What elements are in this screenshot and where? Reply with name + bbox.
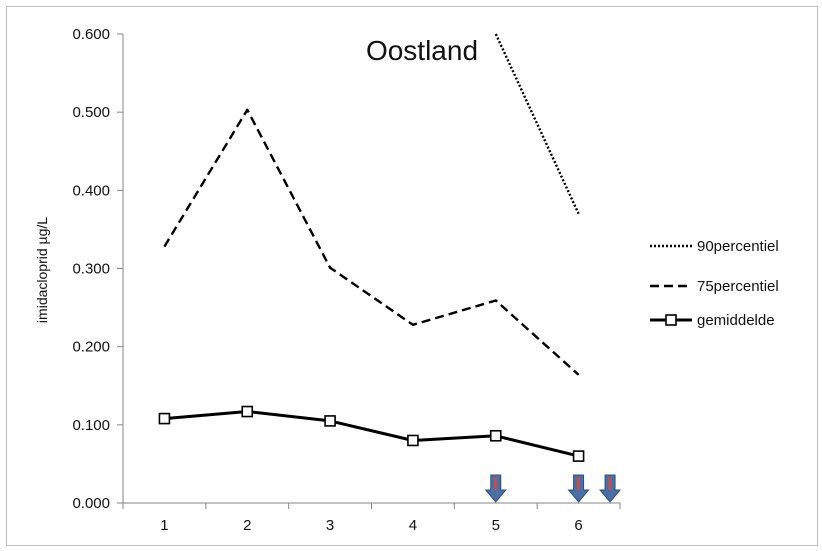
y-tick-label: 0.100 [72, 417, 110, 434]
x-tick-label: 5 [492, 517, 500, 534]
data-point [324, 415, 336, 427]
x-tick-label: 2 [243, 517, 251, 534]
series-line-90percentiel [494, 33, 580, 215]
legend-item-90percentiel: 90percentiel [650, 238, 779, 255]
arrow-accent [494, 477, 498, 490]
arrow-accent [608, 477, 612, 490]
legend-item-gemiddelde: gemiddelde [650, 312, 775, 329]
y-tick-label: 0.400 [72, 182, 110, 199]
data-point [158, 412, 171, 425]
data-point [241, 405, 254, 418]
data-point [572, 450, 585, 462]
chart-title: Oostland [366, 35, 478, 66]
down-arrow-icon [567, 474, 590, 503]
series-line-gemiddelde [164, 410, 579, 458]
y-tick-label: 0.200 [72, 339, 110, 356]
down-arrow-icon [598, 474, 622, 503]
legend-marker [665, 314, 677, 326]
legend-label: 75percentiel [697, 278, 779, 295]
arrow-accent [577, 477, 581, 490]
legend-label: 90percentiel [697, 238, 779, 255]
annotation-layer [484, 474, 622, 503]
series-line-75percentiel [163, 108, 580, 376]
data-point [489, 429, 502, 442]
series-layer [158, 33, 585, 462]
y-tick-label: 0.300 [72, 261, 110, 278]
down-arrow-icon [484, 474, 507, 503]
y-axis-label: imidacloprid µg/L [34, 217, 50, 323]
legend-label: gemiddelde [697, 312, 775, 329]
legend: 90percentiel 75percentiel gemiddelde [650, 238, 779, 329]
chart-frame [6, 6, 818, 546]
x-tick-label: 4 [409, 517, 417, 534]
y-tick-label: 0.500 [72, 104, 110, 121]
y-tick-label: 0.000 [72, 495, 110, 512]
y-tick-label: 0.600 [72, 26, 110, 43]
x-tick-label: 1 [160, 517, 168, 534]
data-point [407, 434, 419, 447]
x-tick-label: 6 [574, 517, 582, 534]
axes: 0.000 0.100 0.200 0.300 0.400 0.500 0.600 1 2 3 4 5… [72, 26, 621, 534]
x-tick-label: 3 [326, 517, 334, 534]
legend-item-75percentiel: 75percentiel [650, 278, 779, 295]
